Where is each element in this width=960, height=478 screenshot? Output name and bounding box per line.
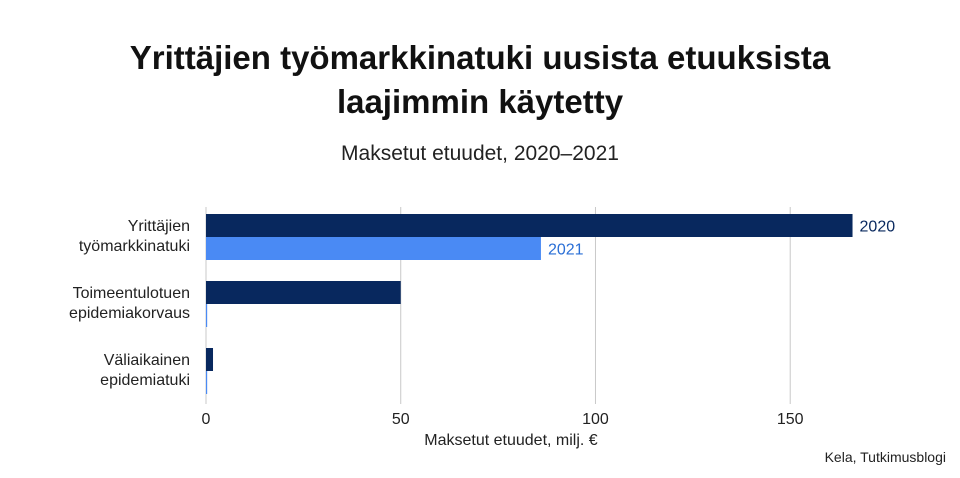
chart-subtitle: Maksetut etuudet, 2020–2021 xyxy=(341,142,619,165)
bars xyxy=(206,214,853,394)
chart-title-line: laajimmin käytetty xyxy=(336,83,624,120)
category-label: Yrittäjien xyxy=(128,218,190,235)
series-label-2021: 2021 xyxy=(548,242,584,259)
x-tick-labels: 0 50 100 150 xyxy=(202,411,804,428)
bar-2020-2 xyxy=(206,348,214,371)
series-label-2020: 2020 xyxy=(860,219,896,236)
category-label: työmarkkinatuki xyxy=(79,238,190,255)
category-label: Väliaikainen xyxy=(104,352,190,369)
x-tick-label: 100 xyxy=(582,411,609,428)
bar-2021-2 xyxy=(206,371,208,394)
chart-title: Yrittäjien työmarkkinatuki uusista etuuk… xyxy=(0,36,960,124)
bar-2020-0 xyxy=(206,214,853,237)
category-label: epidemiakorvaus xyxy=(69,305,190,322)
x-tick-label: 150 xyxy=(777,411,804,428)
category-label: epidemiatuki xyxy=(100,372,190,389)
series-labels: 2020 2021 xyxy=(548,219,895,259)
category-label: Toimeentulotuen xyxy=(73,285,190,302)
x-axis-label: Maksetut etuudet, milj. € xyxy=(424,432,598,449)
bar-2020-1 xyxy=(206,281,401,304)
bar-2021-1 xyxy=(206,304,208,327)
x-tick-label: 0 xyxy=(202,411,211,428)
bar-2021-0 xyxy=(206,237,541,260)
chart-title-line: Yrittäjien työmarkkinatuki uusista etuuk… xyxy=(129,39,831,76)
source-credit: Kela, Tutkimusblogi xyxy=(824,449,946,465)
category-labels: Yrittäjien työmarkkinatuki Toimeentulotuen… xyxy=(69,218,190,389)
x-tick-label: 50 xyxy=(392,411,410,428)
